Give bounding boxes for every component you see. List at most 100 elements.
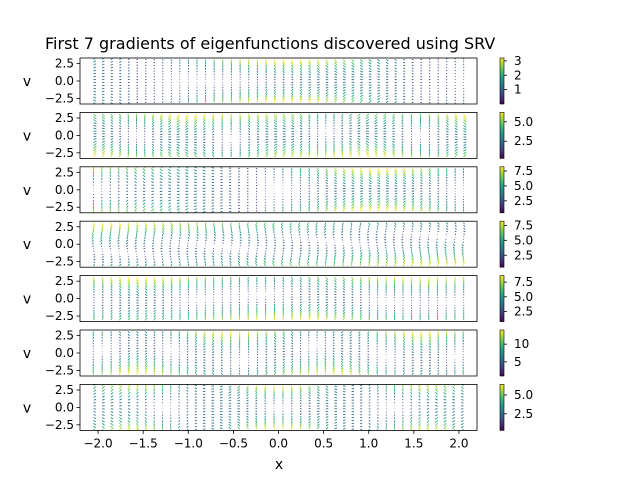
quiver-arrow <box>193 169 197 172</box>
quiver-arrow <box>144 365 148 370</box>
quiver-arrow <box>101 138 105 141</box>
quiver-arrow <box>142 202 146 206</box>
quiver-arrow <box>340 230 344 233</box>
quiver-arrow <box>437 372 440 375</box>
quiver-arrow <box>411 202 415 206</box>
quiver-arrow <box>193 124 198 128</box>
quiver-arrow <box>93 72 97 75</box>
quiver-arrow <box>290 168 293 171</box>
quiver-arrow <box>444 428 447 431</box>
quiver-arrow <box>411 176 415 180</box>
quiver-arrow <box>374 150 378 155</box>
quiver-arrow <box>265 70 268 74</box>
quiver-arrow <box>385 195 389 198</box>
colorbar <box>499 275 505 322</box>
quiver-arrow <box>144 350 148 352</box>
quiver-arrow <box>358 355 361 358</box>
quiver-arrow <box>151 151 155 155</box>
quiver-arrow <box>186 425 189 428</box>
quiver-arrow <box>263 222 266 226</box>
quiver-arrow <box>273 76 276 78</box>
quiver-arrow <box>342 249 345 252</box>
quiver-arrow <box>308 145 311 149</box>
quiver-arrow <box>368 422 371 425</box>
quiver-arrow <box>463 148 467 152</box>
quiver-arrow <box>238 313 241 318</box>
quiver-arrow <box>194 342 198 346</box>
quiver-arrow <box>176 122 180 126</box>
quiver-arrow <box>93 124 97 127</box>
quiver-arrow <box>136 312 139 315</box>
quiver-arrow <box>306 262 310 266</box>
quiver-arrow <box>325 76 329 78</box>
quiver-arrow <box>334 205 337 209</box>
quiver-arrow <box>411 348 414 351</box>
quiver-arrow <box>202 113 206 118</box>
quiver-arrow <box>385 202 389 206</box>
quiver-arrow <box>118 425 123 430</box>
quiver-arrow <box>426 391 430 395</box>
quiver-arrow <box>159 196 163 199</box>
quiver-arrow <box>376 230 378 233</box>
quiver-arrow <box>299 138 303 141</box>
quiver-arrow <box>212 149 215 152</box>
quiver-arrow <box>325 64 329 69</box>
quiver-arrow <box>333 262 335 266</box>
quiver-arrow <box>179 309 181 312</box>
quiver-arrow <box>92 371 94 375</box>
quiver-arrow <box>119 122 122 125</box>
quiver-arrow <box>246 210 249 212</box>
quiver-arrow <box>229 372 232 375</box>
quiver-arrow <box>289 222 292 226</box>
quiver-arrow <box>264 201 266 204</box>
quiver-arrow <box>136 420 139 424</box>
quiver-arrow <box>316 282 320 286</box>
quiver-arrow <box>220 255 223 258</box>
quiver-arrow <box>420 354 423 356</box>
quiver-arrow <box>428 170 432 175</box>
quiver-arrow <box>410 246 413 249</box>
quiver-arrow <box>340 333 344 337</box>
quiver-arrow <box>264 176 266 178</box>
quiver-arrow <box>445 198 448 201</box>
quiver-arrow <box>291 252 293 255</box>
quiver-arrow <box>324 360 327 364</box>
quiver-arrow <box>161 239 163 242</box>
quiver-arrow <box>445 342 448 346</box>
quiver-arrow <box>392 241 395 244</box>
quiver-arrow <box>351 276 354 281</box>
quiver-arrow <box>299 334 302 337</box>
quiver-arrow <box>385 251 388 255</box>
quiver-arrow <box>151 143 155 146</box>
quiver-arrow <box>93 307 95 309</box>
quiver-arrow <box>221 301 223 304</box>
quiver-arrow <box>351 247 353 249</box>
quiver-arrow <box>428 179 431 182</box>
quiver-arrow <box>230 288 232 290</box>
quiver-arrow <box>136 222 139 227</box>
quiver-arrow <box>341 122 344 125</box>
quiver-arrow <box>282 150 286 155</box>
quiver-arrow <box>437 195 440 198</box>
quiver-arrow <box>203 133 206 136</box>
quiver-arrow <box>282 250 285 252</box>
quiver-arrow <box>194 387 197 390</box>
quiver-arrow <box>291 397 293 400</box>
quiver-arrow <box>426 388 430 392</box>
quiver-arrow <box>463 102 465 104</box>
quiver-arrow <box>118 428 121 431</box>
quiver-arrow <box>125 242 129 245</box>
quiver-arrow <box>325 313 329 318</box>
quiver-arrow <box>384 230 387 233</box>
quiver-arrow <box>374 127 378 130</box>
quiver-arrow <box>316 93 320 98</box>
quiver-arrow <box>291 148 295 152</box>
quiver-arrow <box>264 402 266 405</box>
quiver-arrow <box>317 185 319 187</box>
quiver-arrow <box>427 241 430 244</box>
quiver-arrow <box>325 205 329 209</box>
quiver-arrow <box>168 143 172 146</box>
quiver-arrow <box>127 261 130 264</box>
quiver-arrow <box>368 179 372 182</box>
quiver-arrow <box>187 225 190 229</box>
